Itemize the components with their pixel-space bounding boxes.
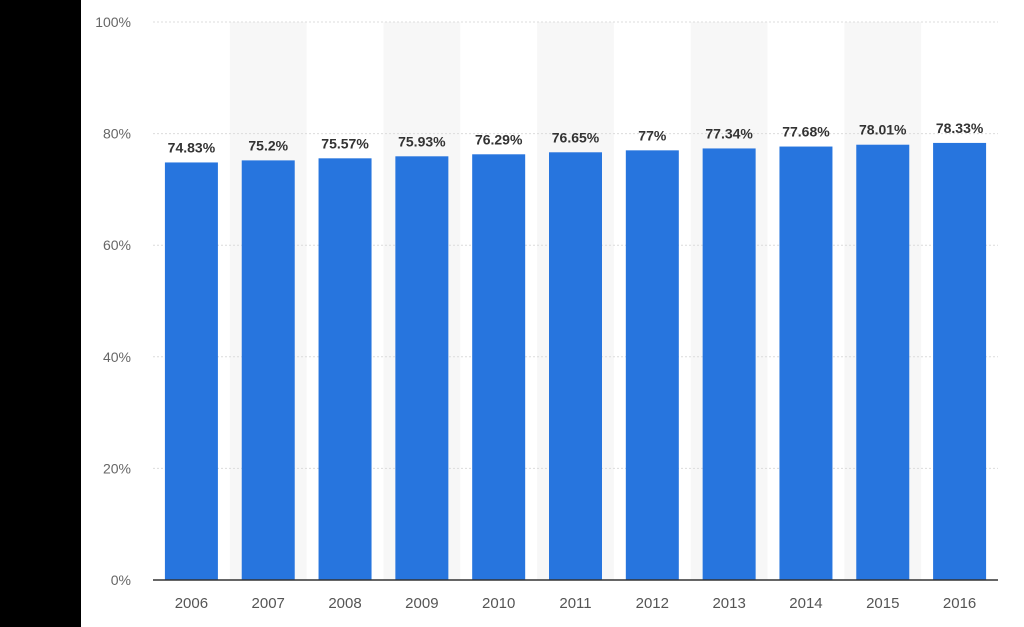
y-tick-label: 60% xyxy=(103,237,131,253)
x-tick-label: 2009 xyxy=(405,595,438,612)
data-label: 77% xyxy=(638,127,667,143)
x-axis-ticks: 2006 2007 2008 2009 2010 2011 2012 2013 2014 2015… xyxy=(175,595,977,612)
data-label: 74.83% xyxy=(168,139,216,155)
data-label: 76.29% xyxy=(475,131,523,147)
data-label: 76.65% xyxy=(552,129,600,145)
x-tick-label: 2008 xyxy=(328,595,361,612)
bars xyxy=(164,142,987,581)
y-axis-ticks: 0% 20% 40% 60% 80% 100% xyxy=(95,14,131,588)
bar-2015 xyxy=(856,144,910,580)
bar-2010 xyxy=(472,154,526,580)
y-tick-label: 0% xyxy=(111,572,131,588)
data-label: 77.34% xyxy=(705,125,753,141)
data-label: 75.57% xyxy=(321,135,369,151)
bar-2012 xyxy=(625,150,679,580)
data-label: 77.68% xyxy=(782,124,830,140)
data-label: 78.01% xyxy=(859,122,907,138)
y-tick-label: 80% xyxy=(103,126,131,142)
bar-2008 xyxy=(318,158,372,580)
bar-2007 xyxy=(241,160,295,580)
x-tick-label: 2015 xyxy=(866,595,899,612)
x-tick-label: 2014 xyxy=(789,595,822,612)
bar-chart: 0% 20% 40% 60% 80% 100% 74.83% 75.2% 75.57% 75.9… xyxy=(95,14,998,612)
x-tick-label: 2007 xyxy=(252,595,285,612)
bar-2013 xyxy=(702,148,756,580)
x-tick-label: 2010 xyxy=(482,595,515,612)
left-black-panel xyxy=(0,0,81,627)
bar-2009 xyxy=(395,156,449,580)
data-label: 75.2% xyxy=(248,137,288,153)
y-tick-label: 40% xyxy=(103,349,131,365)
data-label: 75.93% xyxy=(398,133,446,149)
y-tick-label: 20% xyxy=(103,460,131,476)
bar-2011 xyxy=(549,152,602,580)
x-tick-label: 2006 xyxy=(175,595,208,612)
bar-2016 xyxy=(933,142,987,581)
data-label: 78.33% xyxy=(936,120,984,136)
x-tick-label: 2013 xyxy=(712,595,745,612)
x-tick-label: 2011 xyxy=(559,595,591,612)
x-tick-label: 2016 xyxy=(943,595,976,612)
y-tick-label: 100% xyxy=(95,14,131,30)
x-tick-label: 2012 xyxy=(636,595,669,612)
bar-2006 xyxy=(164,162,218,580)
bar-2014 xyxy=(779,146,833,580)
data-labels: 74.83% 75.2% 75.57% 75.93% 76.29% 76.65% 77% 77… xyxy=(168,120,984,156)
